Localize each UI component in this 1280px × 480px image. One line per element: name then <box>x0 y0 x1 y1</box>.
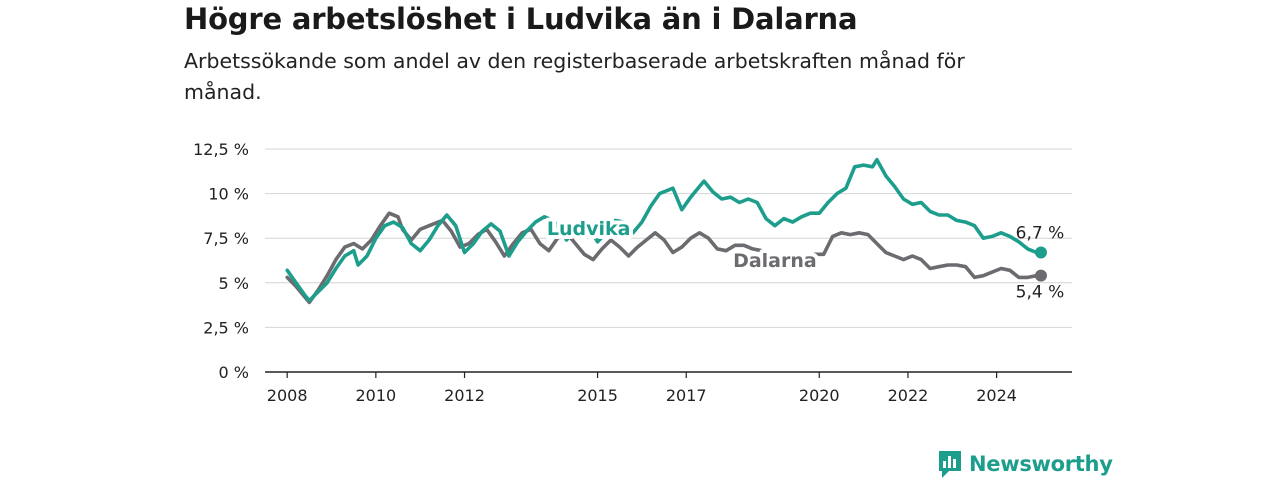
series-line-ludvika <box>285 157 1043 303</box>
brand-logo: Newsworthy <box>937 448 1113 480</box>
x-tick-label: 2015 <box>577 386 618 405</box>
series-label-dalarna: Dalarna <box>733 250 817 272</box>
y-tick-label: 0 % <box>219 363 249 382</box>
page-title: Högre arbetslöshet i Ludvika än i Dalarn… <box>184 2 858 36</box>
x-tick-label: 2024 <box>976 386 1017 405</box>
series-label-ludvika: Ludvika <box>547 218 631 240</box>
y-tick-label: 7,5 % <box>203 229 249 248</box>
chart-subtitle: Arbetssökande som andel av den registerb… <box>184 49 965 104</box>
end-value-label-ludvika: 6,7 % <box>1016 223 1065 243</box>
x-tick-label: 2008 <box>267 386 308 405</box>
x-tick-label: 2022 <box>888 386 929 405</box>
y-tick-label: 10 % <box>208 185 249 204</box>
y-tick-label: 5 % <box>219 274 249 293</box>
line-chart: 0 % 2,5 % 5 % 7,5 % 10 % 12,5 % 2008 2010 2012 20… <box>193 140 1072 405</box>
x-tick-label: 2020 <box>799 386 840 405</box>
end-point-ludvika <box>1034 246 1047 259</box>
brand-name: Newsworthy <box>969 452 1113 476</box>
end-value-label-dalarna: 5,4 % <box>1016 283 1065 303</box>
newsworthy-logo-icon <box>939 451 961 478</box>
end-point-dalarna <box>1034 269 1047 282</box>
x-tick-label: 2012 <box>444 386 485 405</box>
x-tick-label: 2010 <box>355 386 396 405</box>
y-tick-label: 2,5 % <box>203 318 249 337</box>
series-label-halo-dalarna: Dalarna <box>733 250 817 272</box>
x-tick-label: 2017 <box>666 386 707 405</box>
y-tick-label: 12,5 % <box>193 140 249 159</box>
series-label-halo-ludvika: Ludvika <box>547 218 631 240</box>
